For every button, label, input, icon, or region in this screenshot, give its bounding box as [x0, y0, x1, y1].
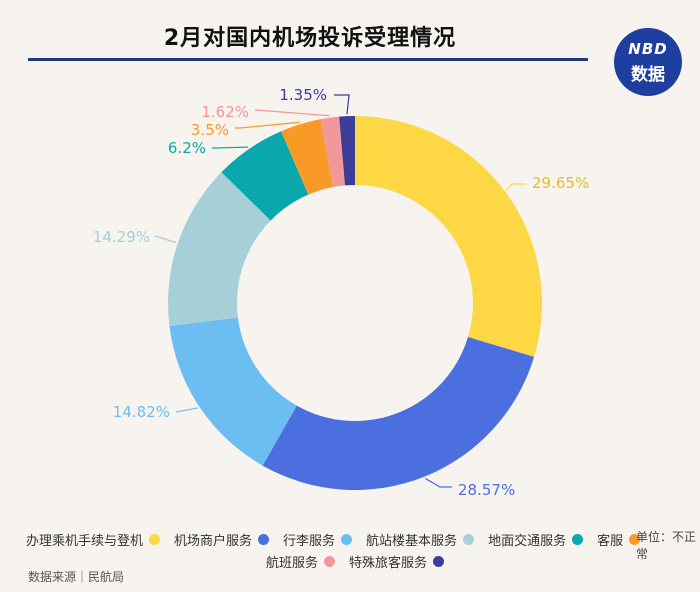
legend-item: 航班服务 [266, 552, 336, 571]
nbd-logo: NBD 数据 [614, 28, 682, 96]
legend-item: 办理乘机手续与登机 [26, 530, 161, 549]
legend-item-label: 特殊旅客服务 [349, 555, 428, 571]
source-label: 数据来源｜民航局 [28, 570, 125, 584]
slice-value-label: 3.5% [191, 121, 229, 139]
donut-slice [355, 116, 542, 357]
donut-slice [320, 116, 346, 188]
legend-item: 客服 [597, 530, 641, 549]
legend-color-dot [258, 533, 270, 545]
logo-text-nbd: NBD [628, 40, 668, 58]
donut-slice [339, 116, 355, 186]
leader-line [235, 121, 300, 129]
legend: 办理乘机手续与登机 机场商户服务 行李服务 航站楼基本服务 地面交通服务 客服 航班服务 特… [26, 528, 686, 572]
donut-slice [169, 317, 297, 466]
leader-line [175, 407, 198, 413]
legend-color-dot [463, 533, 475, 545]
unit-label: 单位：不正常 [636, 530, 697, 561]
legend-item-label: 机场商户服务 [174, 533, 253, 549]
legend-item: 地面交通服务 [488, 530, 584, 549]
legend-color-dot [341, 533, 353, 545]
slice-value-label: 28.57% [458, 481, 515, 499]
slice-value-label: 1.62% [201, 103, 249, 121]
leader-line [334, 94, 350, 115]
slice-value-label: 1.35% [279, 86, 327, 104]
chart-title: 2月对国内机场投诉受理情况 [163, 26, 457, 51]
legend-item-label: 客服 [597, 533, 624, 549]
leader-line [154, 235, 177, 244]
slice-value-label: 14.82% [113, 403, 170, 421]
legend-color-dot [433, 555, 445, 567]
legend-item-label: 航班服务 [266, 555, 319, 571]
leader-line [255, 109, 330, 117]
leader-line [424, 477, 452, 488]
legend-item-label: 航站楼基本服务 [366, 533, 458, 549]
logo-text-data: 数据 [631, 65, 665, 85]
slice-value-label: 29.65% [532, 174, 589, 192]
leader-line [212, 146, 249, 149]
legend-color-dot [149, 533, 161, 545]
slice-value-label: 14.29% [93, 228, 150, 246]
donut-slice [262, 336, 535, 490]
legend-item-label: 办理乘机手续与登机 [26, 533, 144, 549]
donut-slice [221, 131, 309, 221]
legend-item-label: 地面交通服务 [488, 533, 567, 549]
legend-item: 机场商户服务 [174, 530, 270, 549]
legend-item-label: 行李服务 [283, 533, 336, 549]
donut-slice [167, 172, 271, 326]
title-underline [28, 58, 588, 61]
legend-item: 特殊旅客服务 [349, 552, 445, 571]
legend-color-dot [629, 533, 641, 545]
donut-slice [281, 119, 334, 195]
legend-item: 航站楼基本服务 [366, 530, 475, 549]
legend-color-dot [572, 533, 584, 545]
legend-item: 行李服务 [283, 530, 353, 549]
slice-value-label: 6.2% [168, 139, 206, 157]
leader-line [506, 183, 526, 191]
legend-color-dot [324, 555, 336, 567]
